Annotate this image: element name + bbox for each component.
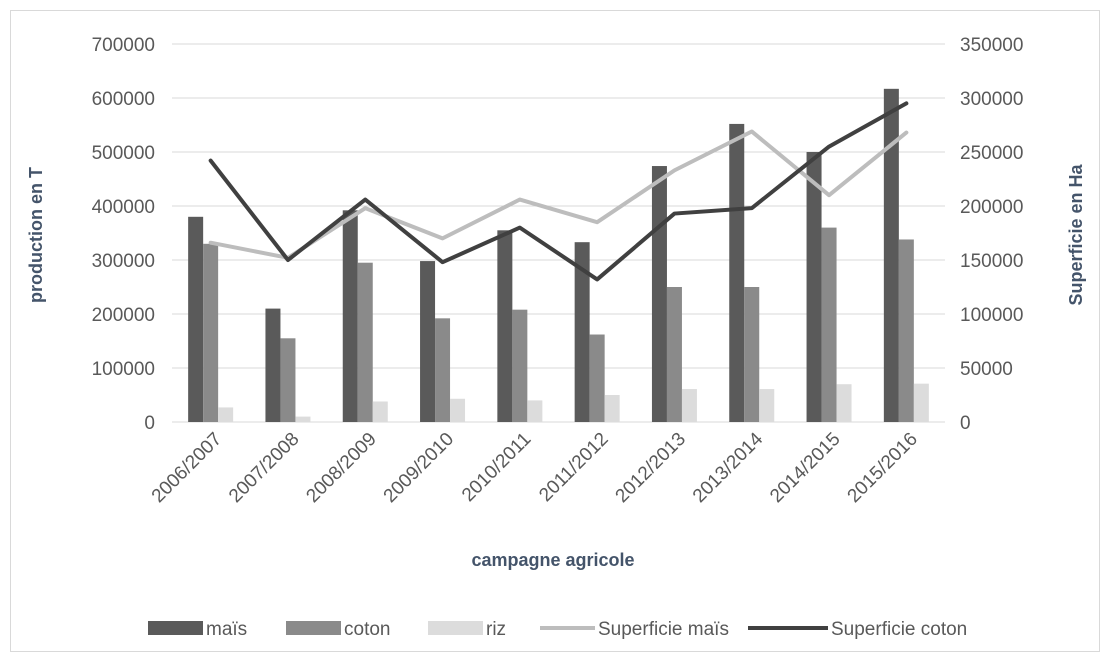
bar-mais bbox=[342, 210, 358, 422]
bar-riz bbox=[450, 398, 466, 422]
legend-label-superficie-coton: Superficie coton bbox=[831, 619, 967, 640]
x-tick-label: 2009/2010 bbox=[380, 429, 458, 507]
legend-swatch-coton bbox=[286, 621, 341, 635]
bar-coton bbox=[512, 309, 528, 422]
x-tick-label: 2006/2007 bbox=[148, 429, 226, 507]
x-tick-label: 2007/2008 bbox=[225, 429, 303, 507]
bar-riz bbox=[295, 416, 311, 422]
bar-coton bbox=[203, 243, 219, 422]
bar-mais bbox=[806, 152, 822, 422]
y-tick-label: 300000 bbox=[92, 251, 155, 272]
bar-mais bbox=[883, 88, 899, 422]
legend-swatch-mais bbox=[148, 621, 203, 635]
bar-riz bbox=[681, 389, 697, 422]
bar-coton bbox=[821, 227, 837, 422]
y-tick-label: 400000 bbox=[92, 197, 155, 218]
x-tick-label: 2008/2009 bbox=[302, 429, 380, 507]
line-series bbox=[208, 101, 909, 282]
bar-riz bbox=[527, 400, 543, 422]
y2-tick-label: 100000 bbox=[960, 305, 1023, 326]
bar-riz bbox=[759, 389, 775, 422]
bar-mais bbox=[265, 308, 281, 422]
y2-axis-title: Superficie en Ha bbox=[1066, 163, 1086, 305]
y2-tick-label: 150000 bbox=[960, 251, 1023, 272]
y2-tick-label: 250000 bbox=[960, 143, 1023, 164]
bar-coton bbox=[357, 262, 373, 422]
y-tick-label: 100000 bbox=[92, 359, 155, 380]
bar-coton bbox=[435, 318, 451, 422]
y-axis-ticks: 0 100000 200000 300000 400000 500000 600000 700… bbox=[92, 35, 155, 434]
y2-tick-label: 0 bbox=[960, 413, 971, 434]
y-tick-label: 700000 bbox=[92, 35, 155, 56]
bar-riz bbox=[604, 395, 620, 422]
y-tick-label: 600000 bbox=[92, 89, 155, 110]
y2-tick-label: 50000 bbox=[960, 359, 1013, 380]
y2-tick-label: 350000 bbox=[960, 35, 1023, 56]
line-superficie-mais bbox=[208, 129, 909, 260]
bar-mais bbox=[188, 216, 204, 422]
bar-mais bbox=[420, 261, 436, 422]
bar-mais bbox=[651, 166, 667, 422]
bar-coton bbox=[666, 287, 682, 422]
y2-tick-label: 200000 bbox=[960, 197, 1023, 218]
y2-tick-label: 300000 bbox=[960, 89, 1023, 110]
y2-axis-ticks: 0 50000 100000 150000 200000 250000 300000 3500… bbox=[960, 35, 1023, 434]
y-tick-label: 500000 bbox=[92, 143, 155, 164]
x-axis-title: campagne agricole bbox=[471, 550, 634, 570]
legend-swatch-riz bbox=[428, 621, 483, 635]
bar-mais bbox=[497, 230, 513, 422]
bar-coton bbox=[280, 338, 296, 422]
x-tick-label: 2014/2015 bbox=[766, 429, 844, 507]
y-tick-label: 200000 bbox=[92, 305, 155, 326]
y-axis-title: production en T bbox=[26, 167, 46, 303]
x-tick-label: 2013/2014 bbox=[689, 428, 768, 507]
bar-coton bbox=[744, 287, 760, 422]
legend-label-mais: maïs bbox=[206, 619, 247, 640]
x-tick-label: 2011/2012 bbox=[535, 429, 612, 506]
legend-label-coton: coton bbox=[344, 619, 390, 640]
bar-riz bbox=[218, 407, 234, 422]
x-tick-label: 2015/2016 bbox=[844, 429, 922, 507]
bar-riz bbox=[913, 383, 929, 422]
y-tick-label: 0 bbox=[144, 413, 155, 434]
bar-riz bbox=[372, 401, 388, 422]
legend-label-superficie-mais: Superficie maïs bbox=[598, 619, 729, 640]
bar-mais bbox=[574, 242, 590, 422]
line-superficie-coton bbox=[208, 101, 909, 282]
bar-mais bbox=[729, 123, 745, 423]
legend-label-riz: riz bbox=[486, 619, 506, 640]
legend: maïs coton riz Superficie maïs Superficie co… bbox=[148, 619, 967, 640]
x-tick-label: 2010/2011 bbox=[458, 429, 535, 506]
bar-riz bbox=[836, 384, 852, 422]
bar-coton bbox=[589, 334, 605, 422]
x-tick-label: 2012/2013 bbox=[612, 429, 690, 507]
bar-coton bbox=[898, 239, 914, 422]
